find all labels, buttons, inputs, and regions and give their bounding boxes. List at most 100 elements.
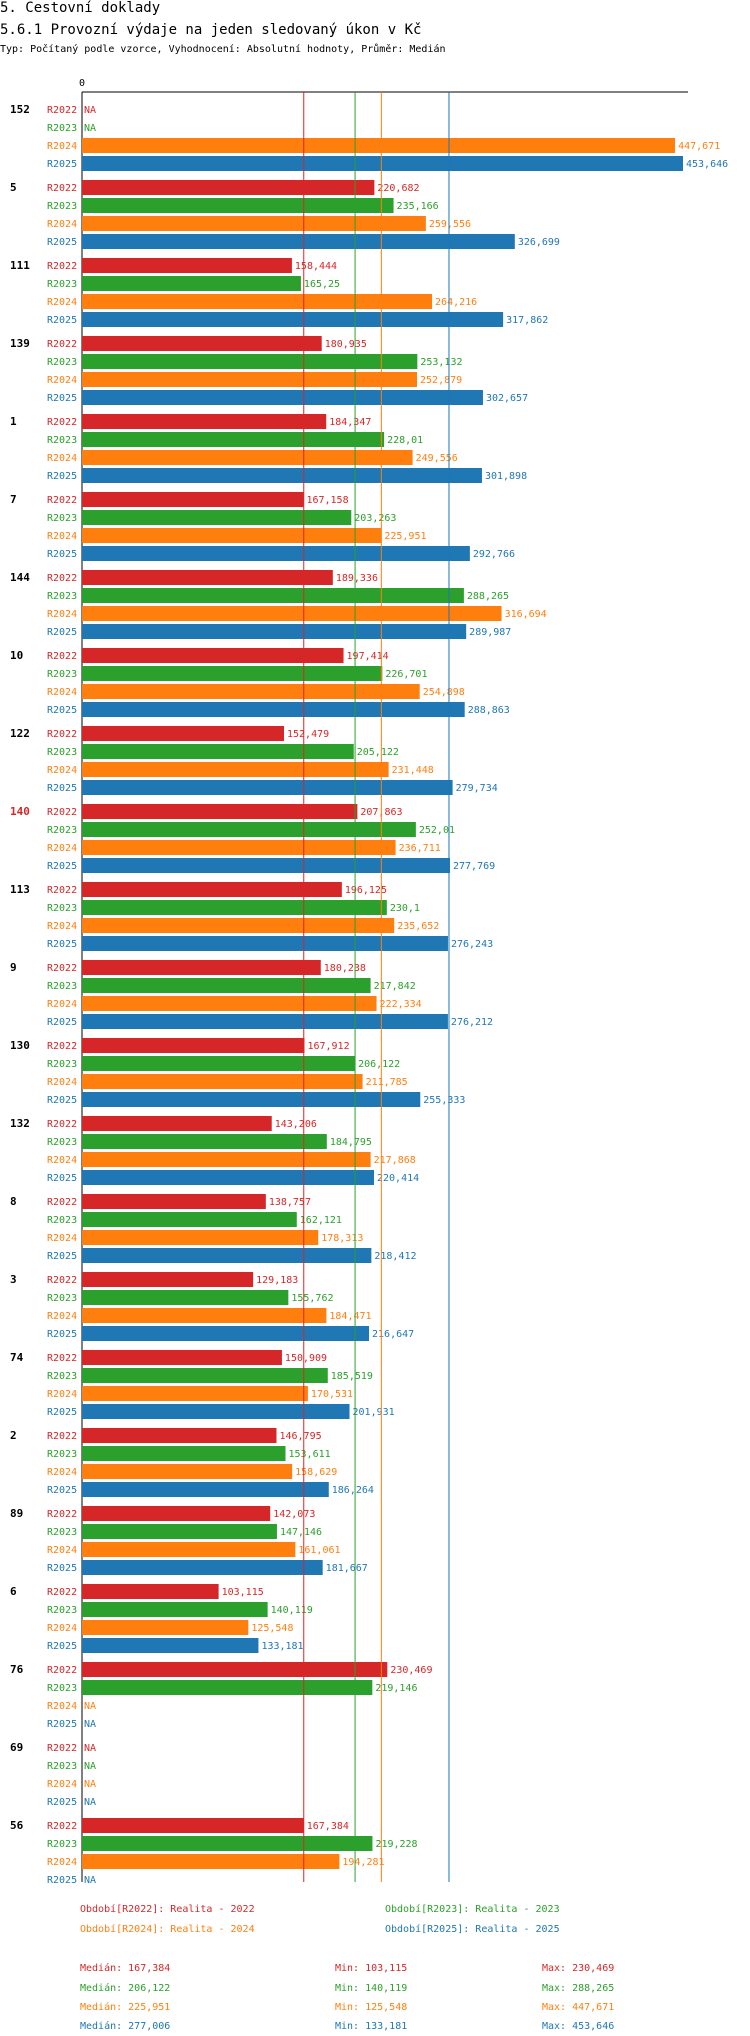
group-label-9: 9 [10,961,17,974]
min-r2023: Min: 140,119 [335,1983,408,1994]
value-label-152-r2022: NA [84,105,96,116]
chart-subtitle: Typ: Počítaný podle vzorce, Vyhodnocení:… [0,44,446,55]
series-label-r2025: R2025 [47,705,77,716]
value-label-56-r2022: 167,384 [307,1821,349,1832]
series-label-r2023: R2023 [47,435,77,446]
bar-8-r2025 [82,1248,372,1263]
series-label-r2024: R2024 [47,609,77,620]
bar-111-r2023 [82,276,301,291]
value-label-74-r2022: 150,909 [285,1353,327,1364]
bar-140-r2025 [82,858,450,873]
bar-113-r2025 [82,936,448,951]
value-label-2-r2022: 146,795 [279,1431,321,1442]
series-label-r2023: R2023 [47,1059,77,1070]
bar-10-r2022 [82,648,344,663]
legend-period-r2024: Období[R2024]: Realita - 2024 [80,1924,255,1935]
group-label-113: 113 [10,883,30,896]
series-label-r2023: R2023 [47,1293,77,1304]
series-label-r2023: R2023 [47,1683,77,1694]
series-label-r2024: R2024 [47,1155,77,1166]
series-label-r2022: R2022 [47,1353,77,1364]
series-label-r2024: R2024 [47,1701,77,1712]
series-label-r2022: R2022 [47,1431,77,1442]
bar-9-r2023 [82,978,371,993]
bar-1-r2022 [82,414,327,429]
value-label-144-r2024: 316,694 [505,609,547,620]
max-r2022: Max: 230,469 [542,1963,615,1974]
value-label-74-r2025: 201,931 [353,1407,395,1418]
series-label-r2024: R2024 [47,1077,77,1088]
value-label-140-r2025: 277,769 [453,861,495,872]
value-label-111-r2024: 264,216 [435,297,477,308]
bar-7-r2023 [82,510,352,525]
value-label-6-r2022: 103,115 [222,1587,264,1598]
series-label-r2025: R2025 [47,939,77,950]
bar-7-r2025 [82,546,470,561]
median-r2025: Medián: 277,006 [80,2021,171,2032]
value-label-6-r2024: 125,548 [251,1623,293,1634]
series-label-r2025: R2025 [47,1251,77,1262]
value-label-5-r2023: 235,166 [397,201,439,212]
series-label-r2024: R2024 [47,1779,77,1790]
group-label-1: 1 [10,415,17,428]
bar-56-r2024 [82,1854,340,1869]
group-label-74: 74 [10,1351,24,1364]
max-r2025: Max: 453,646 [542,2021,615,2032]
value-label-7-r2022: 167,158 [306,495,348,506]
value-label-140-r2023: 252,01 [419,825,455,836]
series-label-r2023: R2023 [47,1605,77,1616]
series-label-r2024: R2024 [47,687,77,698]
value-label-89-r2023: 147,146 [280,1527,322,1538]
series-label-r2024: R2024 [47,453,77,464]
median-r2023: Medián: 206,122 [80,1983,171,1994]
series-label-r2024: R2024 [47,375,77,386]
series-label-r2025: R2025 [47,783,77,794]
bar-140-r2023 [82,822,416,837]
value-label-69-r2025: NA [84,1797,96,1808]
series-label-r2023: R2023 [47,1215,77,1226]
series-label-r2023: R2023 [47,981,77,992]
value-label-132-r2025: 220,414 [377,1173,419,1184]
series-label-r2023: R2023 [47,669,77,680]
value-label-1-r2023: 228,01 [387,435,423,446]
value-label-111-r2022: 158,444 [295,261,337,272]
bar-113-r2023 [82,900,387,915]
bar-5-r2025 [82,234,515,249]
bar-10-r2024 [82,684,420,699]
value-label-10-r2025: 288,863 [468,705,510,716]
value-label-89-r2024: 161,061 [298,1545,340,1556]
bar-1-r2023 [82,432,385,447]
series-label-r2024: R2024 [47,141,77,152]
series-label-r2023: R2023 [47,357,77,368]
legend-period-r2025: Období[R2025]: Realita - 2025 [385,1924,560,1935]
series-label-r2024: R2024 [47,921,77,932]
bar-89-r2024 [82,1542,296,1557]
series-label-r2022: R2022 [47,1665,77,1676]
value-label-132-r2024: 217,868 [374,1155,416,1166]
value-label-8-r2023: 162,121 [300,1215,342,1226]
group-label-69: 69 [10,1741,23,1754]
value-label-111-r2025: 317,862 [506,315,548,326]
value-label-76-r2025: NA [84,1719,96,1730]
value-label-8-r2022: 138,757 [269,1197,311,1208]
bar-122-r2022 [82,726,285,741]
value-label-2-r2025: 186,264 [332,1485,374,1496]
bar-6-r2022 [82,1584,219,1599]
bar-9-r2022 [82,960,321,975]
value-label-139-r2025: 302,657 [486,393,528,404]
value-label-2-r2024: 158,629 [295,1467,337,1478]
value-label-130-r2024: 211,785 [366,1077,408,1088]
series-label-r2025: R2025 [47,1641,77,1652]
series-label-r2022: R2022 [47,885,77,896]
series-label-r2022: R2022 [47,495,77,506]
value-label-3-r2025: 216,647 [372,1329,414,1340]
series-label-r2024: R2024 [47,1311,77,1322]
series-label-r2023: R2023 [47,591,77,602]
group-label-76: 76 [10,1663,24,1676]
value-label-89-r2022: 142,073 [273,1509,315,1520]
value-label-6-r2023: 140,119 [271,1605,313,1616]
series-label-r2022: R2022 [47,729,77,740]
bar-2-r2022 [82,1428,277,1443]
bar-130-r2022 [82,1038,305,1053]
value-label-9-r2025: 276,212 [451,1017,493,1028]
